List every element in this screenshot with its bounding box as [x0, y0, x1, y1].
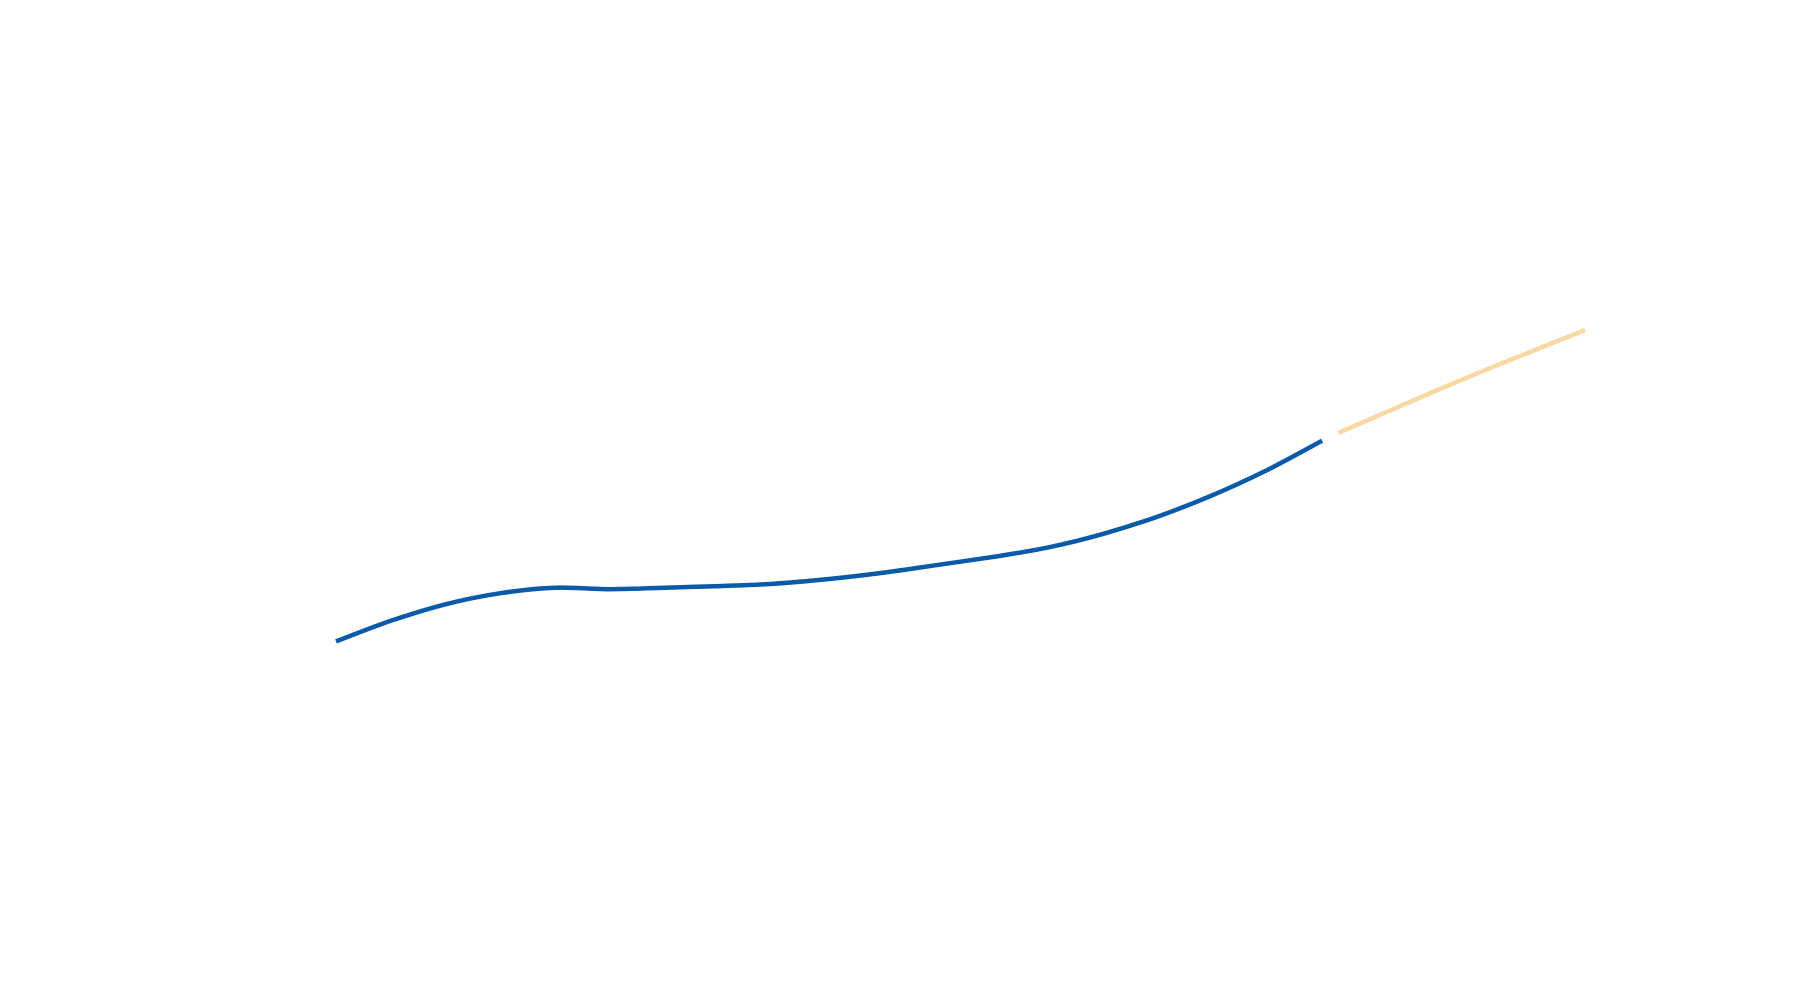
- projected-series-line: [1337, 328, 1586, 435]
- historical-series-line: [335, 438, 1324, 644]
- plot-area: [335, 328, 1586, 644]
